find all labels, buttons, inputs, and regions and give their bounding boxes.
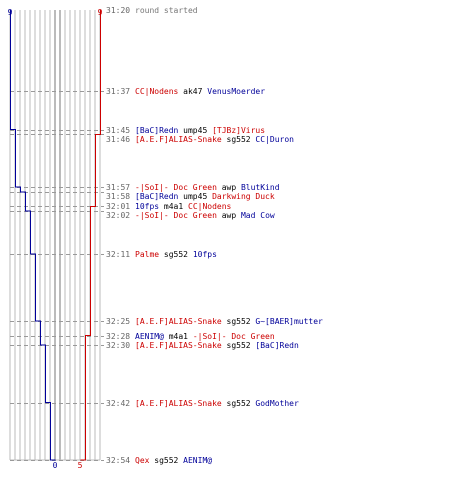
event-row: 31:37 CC|Nodens ak47 VenusMoerder xyxy=(106,87,265,96)
player-grid xyxy=(9,10,101,461)
red-player-name: [A.E.F]ALIAS-Snake xyxy=(135,317,222,326)
event-time: 31:20 xyxy=(106,6,130,15)
red-player-name: [A.E.F]ALIAS-Snake xyxy=(135,341,222,350)
red-player-name: -|SoI|- Doc Green xyxy=(193,332,275,341)
blue-player-name: 10fps xyxy=(135,202,159,211)
red-player-name: Palme xyxy=(135,250,159,259)
blue-player-name: AENIM@ xyxy=(183,456,212,465)
event-text: 10fps m4a1 CC|Nodens xyxy=(135,202,232,211)
red-player-name: -|SoI|- Doc Green xyxy=(135,211,217,220)
event-text: AENIM@ m4a1 -|SoI|- Doc Green xyxy=(135,332,275,341)
event-text: Qex sg552 AENIM@ xyxy=(135,456,212,465)
event-row: 32:25 [A.E.F]ALIAS-Snake sg552 G~[BAER]mu… xyxy=(106,317,323,326)
system-message: round started xyxy=(135,6,198,15)
blue-player-name: GodMother xyxy=(255,399,299,408)
weapon-label: sg552 xyxy=(159,250,193,259)
event-row: 32:02 -|SoI|- Doc Green awp Mad Cow xyxy=(106,211,275,220)
event-text: round started xyxy=(135,6,198,15)
blue-player-name: BlutKind xyxy=(241,183,280,192)
weapon-label: sg552 xyxy=(222,317,256,326)
event-row: 31:57 -|SoI|- Doc Green awp BlutKind xyxy=(106,183,280,192)
blue-bottom-label: 0 xyxy=(53,461,58,470)
blue-player-name: G~[BAER]mutter xyxy=(255,317,323,326)
weapon-label: awp xyxy=(217,183,241,192)
weapon-label: sg552 xyxy=(149,456,183,465)
weapon-label: ump45 xyxy=(178,126,212,135)
blue-team-score-line xyxy=(10,10,56,461)
event-row: 31:45 [BaC]Redn ump45 [TJBz]Virus xyxy=(106,126,265,135)
blue-player-name: Mad Cow xyxy=(241,211,275,220)
red-player-name: [TJBz]Virus xyxy=(212,126,265,135)
event-text: -|SoI|- Doc Green awp Mad Cow xyxy=(135,211,275,220)
event-text: CC|Nodens ak47 VenusMoerder xyxy=(135,87,265,96)
weapon-label: sg552 xyxy=(222,341,256,350)
blue-player-name: VenusMoerder xyxy=(207,87,265,96)
weapon-label: awp xyxy=(217,211,241,220)
event-row: 31:46 [A.E.F]ALIAS-Snake sg552 CC|Duron xyxy=(106,135,294,144)
weapon-label: ak47 xyxy=(178,87,207,96)
event-row: 31:58 [BaC]Redn ump45 Darkwing Duck xyxy=(106,192,275,201)
weapon-label: sg552 xyxy=(222,399,256,408)
kill-event-list: 31:20 round started 31:37 CC|Nodens ak47 Ve… xyxy=(106,6,323,465)
event-time: 32:11 xyxy=(106,250,130,259)
red-top-label: 9 xyxy=(98,8,103,17)
weapon-label: m4a1 xyxy=(164,332,193,341)
axis-labels: 9 9 0 5 xyxy=(8,8,103,470)
event-row: 32:11 Palme sg552 10fps xyxy=(106,250,217,259)
blue-top-label: 9 xyxy=(8,8,13,17)
event-time: 32:01 xyxy=(106,202,130,211)
event-time: 31:46 xyxy=(106,135,130,144)
event-time: 32:42 xyxy=(106,399,130,408)
event-row: 32:54 Qex sg552 AENIM@ xyxy=(106,456,212,465)
event-text: [A.E.F]ALIAS-Snake sg552 CC|Duron xyxy=(135,135,294,144)
blue-player-name: AENIM@ xyxy=(135,332,164,341)
event-time: 32:28 xyxy=(106,332,130,341)
event-row: 32:42 [A.E.F]ALIAS-Snake sg552 GodMother xyxy=(106,399,299,408)
event-text: [BaC]Redn ump45 Darkwing Duck xyxy=(135,192,275,201)
weapon-label: m4a1 xyxy=(159,202,188,211)
event-row: 32:30 [A.E.F]ALIAS-Snake sg552 [BaC]Redn xyxy=(106,341,299,350)
red-bottom-label: 5 xyxy=(78,461,83,470)
event-text: Palme sg552 10fps xyxy=(135,250,217,259)
event-time: 31:37 xyxy=(106,87,130,96)
event-text: -|SoI|- Doc Green awp BlutKind xyxy=(135,183,280,192)
event-text: [A.E.F]ALIAS-Snake sg552 GodMother xyxy=(135,399,299,408)
red-player-name: [A.E.F]ALIAS-Snake xyxy=(135,399,222,408)
event-text: [A.E.F]ALIAS-Snake sg552 G~[BAER]mutter xyxy=(135,317,323,326)
event-time: 32:30 xyxy=(106,341,130,350)
event-row: 32:01 10fps m4a1 CC|Nodens xyxy=(106,202,232,211)
event-time: 31:45 xyxy=(106,126,130,135)
event-time: 32:25 xyxy=(106,317,130,326)
team-score-series xyxy=(10,10,101,461)
red-player-name: [A.E.F]ALIAS-Snake xyxy=(135,135,222,144)
event-time: 32:54 xyxy=(106,456,130,465)
blue-player-name: [BaC]Redn xyxy=(135,192,179,201)
event-time: 31:57 xyxy=(106,183,130,192)
event-text: [A.E.F]ALIAS-Snake sg552 [BaC]Redn xyxy=(135,341,299,350)
red-player-name: -|SoI|- Doc Green xyxy=(135,183,217,192)
event-row: 31:20 round started xyxy=(106,6,198,15)
blue-player-name: [BaC]Redn xyxy=(135,126,179,135)
event-time: 32:02 xyxy=(106,211,130,220)
blue-player-name: [BaC]Redn xyxy=(255,341,299,350)
event-time: 31:58 xyxy=(106,192,130,201)
red-player-name: Darkwing Duck xyxy=(212,192,275,201)
red-player-name: CC|Nodens xyxy=(188,202,232,211)
blue-player-name: CC|Duron xyxy=(255,135,294,144)
weapon-label: sg552 xyxy=(222,135,256,144)
red-player-name: Qex xyxy=(135,456,150,465)
red-player-name: CC|Nodens xyxy=(135,87,179,96)
blue-player-name: 10fps xyxy=(193,250,217,259)
weapon-label: ump45 xyxy=(178,192,212,201)
red-team-score-line xyxy=(80,10,101,461)
event-text: [BaC]Redn ump45 [TJBz]Virus xyxy=(135,126,265,135)
event-row: 32:28 AENIM@ m4a1 -|SoI|- Doc Green xyxy=(106,332,275,341)
